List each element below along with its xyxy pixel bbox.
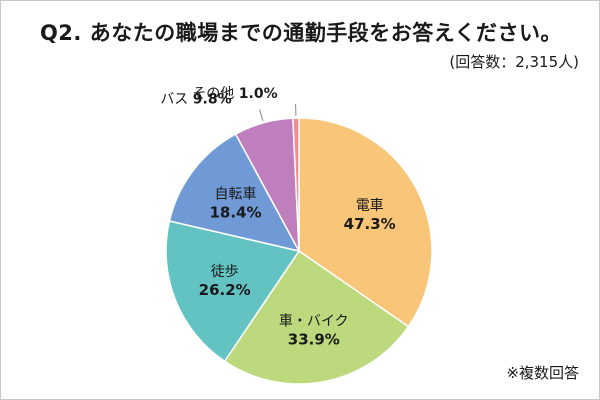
slice-value-label: 26.2% xyxy=(199,281,251,299)
slice-label: 徒歩 xyxy=(211,264,239,280)
chart-title: Q2. あなたの職場までの通勤手段をお答えください。 xyxy=(39,21,563,45)
slice-label: その他 xyxy=(192,86,238,102)
pie-slice xyxy=(168,133,301,253)
slice-value-label: 18.4% xyxy=(209,204,261,222)
slice-label: 自転車 xyxy=(215,186,257,203)
slice-value-label: 33.9% xyxy=(288,330,340,348)
slice-label: 車・バイク xyxy=(279,312,349,329)
slice-value-label: 9.8% xyxy=(193,91,232,107)
leader-line xyxy=(259,109,264,122)
respondent-count: (回答数：2,315人) xyxy=(449,53,579,71)
multiple-answer-note: ※複数回答 xyxy=(506,364,579,382)
slice-label: 電車 xyxy=(356,197,384,214)
pie-slice xyxy=(165,220,301,363)
slice-value-label: 47.3% xyxy=(344,215,396,233)
slice-outside-label: バス 9.8% xyxy=(160,91,231,107)
pie-slices xyxy=(165,117,433,385)
pie-slice xyxy=(292,117,300,252)
slice-outside-label: その他 1.0% xyxy=(192,86,277,102)
slice-label: バス xyxy=(160,91,192,107)
slice-value-label: 1.0% xyxy=(239,86,278,102)
pie-slice xyxy=(298,117,433,328)
pie-slice xyxy=(223,249,410,385)
